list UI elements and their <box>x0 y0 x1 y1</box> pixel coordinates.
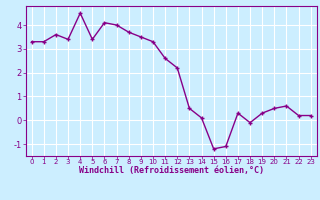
X-axis label: Windchill (Refroidissement éolien,°C): Windchill (Refroidissement éolien,°C) <box>79 166 264 175</box>
